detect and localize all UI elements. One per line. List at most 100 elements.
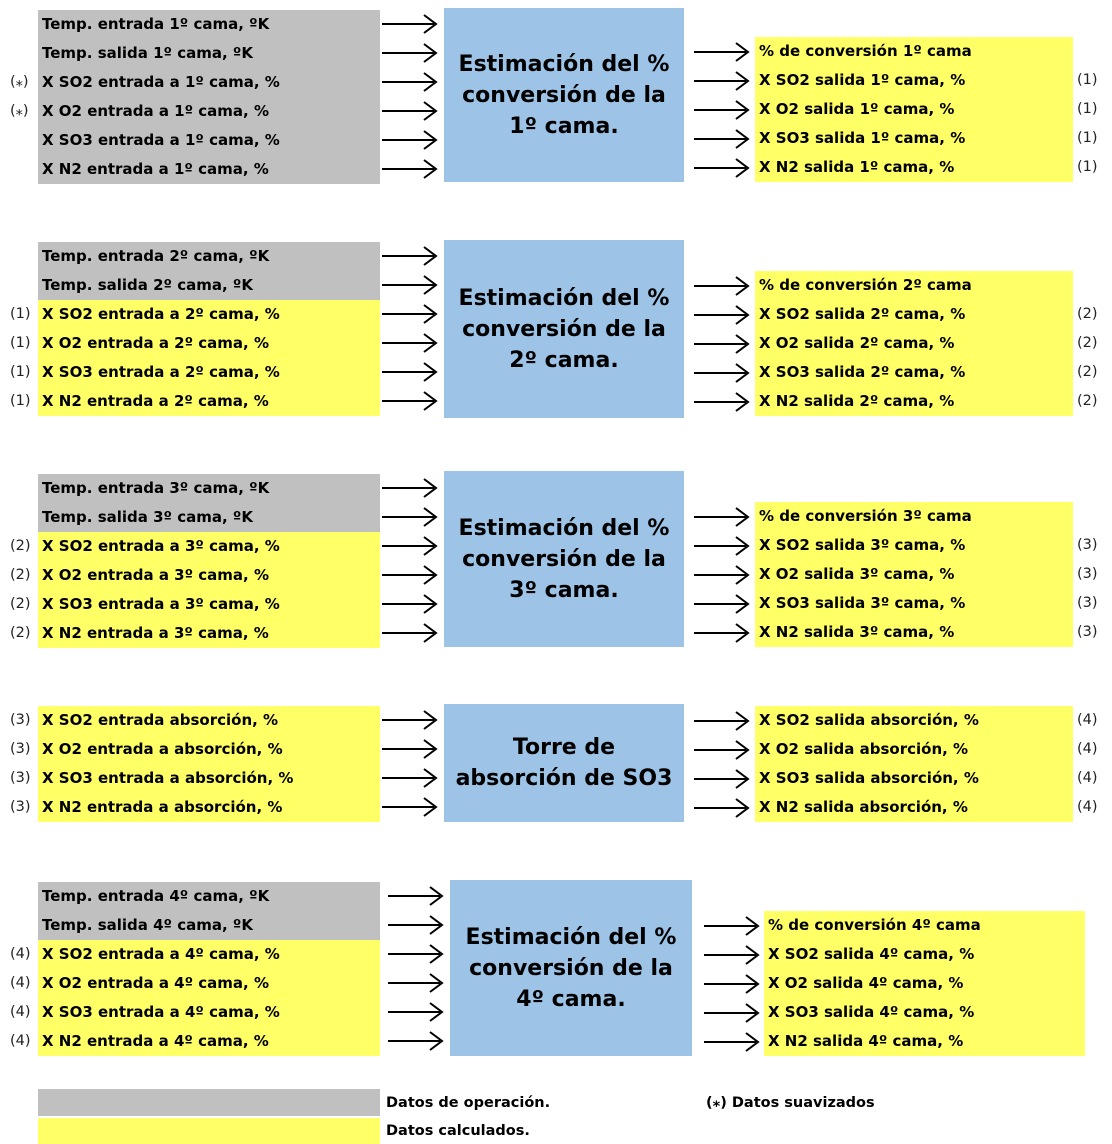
output-label: X O2 salida 1º cama, % [759,100,955,118]
input-arrow [382,477,440,499]
input-row: X SO3 entrada a 2º cama, % [38,358,380,387]
model-title-line: conversión de la [462,546,666,572]
output-label: X SO3 salida 2º cama, % [759,363,966,381]
output-arrow [694,564,752,586]
output-row: X SO3 salida 4º cama, % [768,998,974,1027]
output-label: X SO2 salida 3º cama, % [759,536,966,554]
input-row: Temp. salida 4º cama, ºK [38,911,380,940]
input-row: X SO3 entrada a 3º cama, % [38,590,380,619]
input-arrow [388,914,446,936]
input-row: X O2 entrada a 1º cama, % [38,97,380,126]
input-label: X SO2 entrada absorción, % [42,711,279,729]
input-label: X SO2 entrada a 4º cama, % [42,945,280,963]
output-note: (1) [1077,159,1098,175]
output-block [755,37,1073,182]
output-note: (3) [1077,566,1098,582]
output-note: (4) [1077,712,1098,728]
output-block [755,706,1073,822]
output-note: (4) [1077,770,1098,786]
input-note: (1) [10,364,31,380]
input-arrow [382,13,440,35]
output-label: X N2 salida 1º cama, % [759,158,955,176]
output-label: X N2 salida 2º cama, % [759,392,955,410]
output-arrow [694,275,752,297]
output-label: X SO3 salida 4º cama, % [768,1003,975,1021]
model-title-line: conversión de la [462,316,666,342]
input-arrow [382,506,440,528]
output-row: X SO3 salida 3º cama, % [759,589,965,618]
output-label: X N2 salida absorción, % [759,798,968,816]
input-note: (3) [10,799,31,815]
input-arrow [382,738,440,760]
input-label: X N2 entrada a 2º cama, % [42,392,269,410]
output-note: (2) [1077,335,1098,351]
output-row: % de conversión 3º cama [759,502,972,531]
input-arrow [382,100,440,122]
output-label: % de conversión 3º cama [759,507,972,525]
output-arrow [704,973,762,995]
output-block [764,911,1085,1056]
input-label: X SO3 entrada a 3º cama, % [42,595,280,613]
input-label: X O2 entrada a 4º cama, % [42,974,269,992]
input-note: (4) [10,946,31,962]
input-arrow [382,158,440,180]
output-arrow [694,362,752,384]
model-box: Estimación del % conversión de la 4º cama. [450,880,692,1056]
input-note: (1) [10,306,31,322]
input-label: X O2 entrada a absorción, % [42,740,283,758]
input-arrow [382,245,440,267]
output-arrow [694,710,752,732]
input-row: X N2 entrada a 1º cama, % [38,155,380,184]
output-arrow [694,622,752,644]
input-label: Temp. salida 2º cama, ºK [42,276,254,294]
output-label: X SO2 salida 2º cama, % [759,305,966,323]
input-row: Temp. entrada 4º cama, ºK [38,882,380,911]
input-row: Temp. entrada 3º cama, ºK [38,474,380,503]
input-arrow [382,42,440,64]
legend-calculated-swatch [38,1118,380,1144]
input-row: X SO3 entrada a 4º cama, % [38,998,380,1027]
output-row: X SO3 salida 2º cama, % [759,358,965,387]
output-note: (1) [1077,130,1098,146]
input-arrow [382,767,440,789]
output-row: % de conversión 2º cama [759,271,972,300]
model-title-line: 2º cama. [509,347,619,373]
input-arrow [382,796,440,818]
output-row: X SO3 salida absorción, % [759,764,979,793]
input-row: X O2 entrada a 3º cama, % [38,561,380,590]
output-row: X N2 salida 1º cama, % [759,153,954,182]
output-arrow [704,944,762,966]
output-row: X O2 salida 4º cama, % [768,969,963,998]
input-arrow [388,1001,446,1023]
model-title-line: Estimación del % [458,51,670,77]
input-note: (4) [10,1004,31,1020]
model-title-line: 1º cama. [509,113,619,139]
output-row: X O2 salida 3º cama, % [759,560,954,589]
output-row: X O2 salida 2º cama, % [759,329,954,358]
input-arrow [382,535,440,557]
output-arrow [704,915,762,937]
output-arrow [694,128,752,150]
input-label: Temp. entrada 1º cama, ºK [42,15,270,33]
output-note: (4) [1077,799,1098,815]
input-arrow [382,390,440,412]
output-note: (1) [1077,101,1098,117]
input-row: Temp. entrada 1º cama, ºK [38,10,380,39]
output-arrow [694,333,752,355]
input-label: X SO3 entrada a 2º cama, % [42,363,280,381]
input-label: X SO3 entrada a absorción, % [42,769,294,787]
output-row: X N2 salida 4º cama, % [768,1027,963,1056]
output-row: X N2 salida 2º cama, % [759,387,954,416]
model-box: Estimación del % conversión de la 1º cama. [444,8,684,182]
output-row: X SO2 salida absorción, % [759,706,979,735]
input-label: X N2 entrada a 3º cama, % [42,624,269,642]
input-row: Temp. salida 3º cama, ºK [38,503,380,532]
output-note: (3) [1077,595,1098,611]
output-arrow [694,70,752,92]
output-label: X SO2 salida 4º cama, % [768,945,975,963]
output-label: % de conversión 4º cama [768,916,981,934]
input-arrow [388,1030,446,1052]
input-label: X O2 entrada a 2º cama, % [42,334,269,352]
input-row: Temp. salida 2º cama, ºK [38,271,380,300]
output-note: (4) [1077,741,1098,757]
